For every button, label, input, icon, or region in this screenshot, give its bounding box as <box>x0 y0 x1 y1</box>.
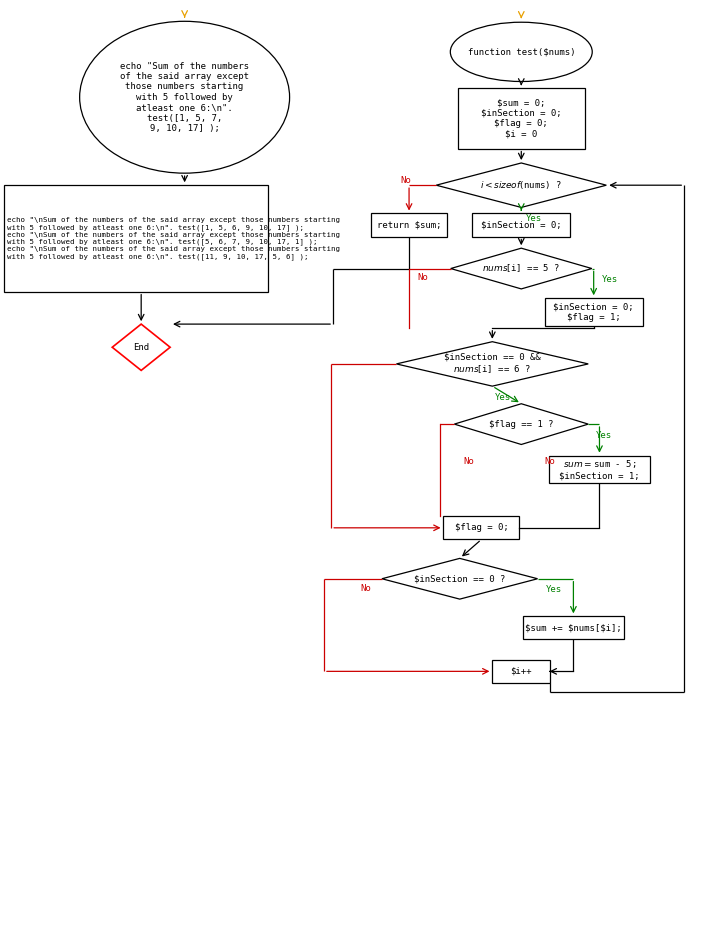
Text: $sum = $sum - 5;
$inSection = 1;: $sum = $sum - 5; $inSection = 1; <box>559 458 640 481</box>
Text: return $sum;: return $sum; <box>376 220 442 230</box>
Text: $sum = 0;
$inSection = 0;
$flag = 0;
$i = 0: $sum = 0; $inSection = 0; $flag = 0; $i … <box>481 98 562 139</box>
FancyBboxPatch shape <box>472 213 571 236</box>
Text: $flag = 0;: $flag = 0; <box>455 523 508 532</box>
Text: No: No <box>463 457 474 466</box>
Text: Yes: Yes <box>596 431 613 440</box>
FancyBboxPatch shape <box>523 617 624 639</box>
FancyBboxPatch shape <box>371 213 447 236</box>
Text: $inSection == 0 &&
$nums[$i] == 6 ?: $inSection == 0 && $nums[$i] == 6 ? <box>444 353 541 375</box>
Text: $inSection == 0 ?: $inSection == 0 ? <box>414 574 505 583</box>
FancyBboxPatch shape <box>4 185 268 292</box>
Text: function test($nums): function test($nums) <box>468 47 575 56</box>
FancyBboxPatch shape <box>549 456 650 483</box>
Polygon shape <box>112 324 170 370</box>
Text: No: No <box>400 176 411 185</box>
Polygon shape <box>436 163 606 207</box>
Text: Yes: Yes <box>602 275 618 284</box>
Text: $nums[$i] == 5 ?: $nums[$i] == 5 ? <box>482 263 560 274</box>
Text: Yes: Yes <box>495 393 511 402</box>
FancyBboxPatch shape <box>544 298 643 326</box>
FancyBboxPatch shape <box>458 88 584 148</box>
Text: $flag == 1 ?: $flag == 1 ? <box>489 419 554 429</box>
Ellipse shape <box>80 21 290 173</box>
Polygon shape <box>397 342 588 386</box>
Text: echo "\nSum of the numbers of the said array except those numbers starting
with : echo "\nSum of the numbers of the said a… <box>7 217 340 260</box>
Text: No: No <box>361 583 371 593</box>
Text: Yes: Yes <box>545 585 562 594</box>
Ellipse shape <box>450 22 592 81</box>
Text: $sum += $nums[$i];: $sum += $nums[$i]; <box>525 623 622 632</box>
Polygon shape <box>450 248 592 289</box>
Text: $i++: $i++ <box>510 667 532 676</box>
Text: $inSection = 0;: $inSection = 0; <box>481 220 562 230</box>
Text: $i < sizeof($nums) ?: $i < sizeof($nums) ? <box>480 180 563 191</box>
Text: Yes: Yes <box>526 214 542 223</box>
Text: End: End <box>133 343 149 352</box>
Polygon shape <box>455 404 588 444</box>
Text: echo "Sum of the numbers
of the said array except
those numbers starting
with 5 : echo "Sum of the numbers of the said arr… <box>120 61 249 133</box>
FancyBboxPatch shape <box>492 659 550 683</box>
Text: No: No <box>545 457 555 466</box>
Text: $inSection = 0;
$flag = 1;: $inSection = 0; $flag = 1; <box>553 303 634 321</box>
FancyBboxPatch shape <box>443 517 520 539</box>
Polygon shape <box>382 558 537 599</box>
Text: No: No <box>418 273 429 282</box>
